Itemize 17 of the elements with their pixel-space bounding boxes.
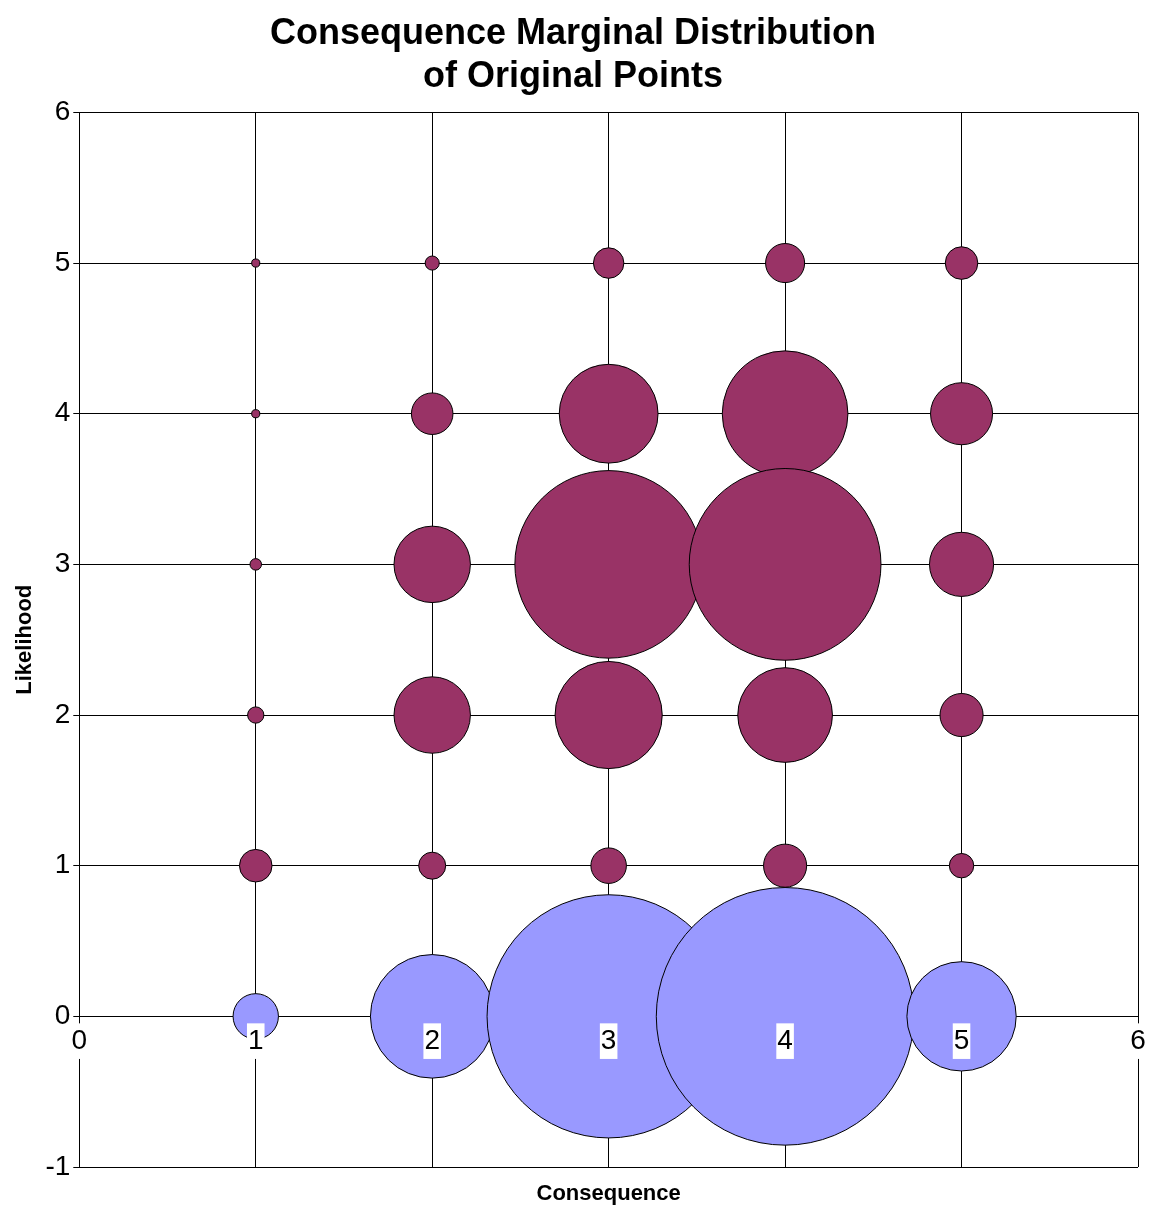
x-tick-label: 1 — [247, 1023, 264, 1055]
y-tick-label: 6 — [54, 95, 71, 127]
y-tick-label: 3 — [54, 547, 71, 579]
x-tick-label: 3 — [600, 1023, 617, 1055]
y-axis-title: Likelihood — [11, 584, 37, 695]
y-tick-label: 4 — [54, 396, 71, 428]
y-tick-label: -1 — [45, 1149, 71, 1181]
x-tick-label: 4 — [777, 1023, 793, 1055]
x-tick-label: 6 — [1130, 1023, 1146, 1055]
x-tick-label: 2 — [424, 1023, 440, 1055]
y-tick-label: 1 — [54, 848, 71, 880]
x-tick-label: 5 — [953, 1023, 970, 1055]
y-tick-label: 2 — [54, 697, 71, 729]
y-tick-label: 5 — [54, 245, 71, 277]
chart-title: Consequence Marginal Distribution of Original Points — [269, 10, 877, 95]
y-tick-label: 0 — [54, 999, 71, 1031]
x-axis-title: Consequence — [536, 1180, 681, 1206]
